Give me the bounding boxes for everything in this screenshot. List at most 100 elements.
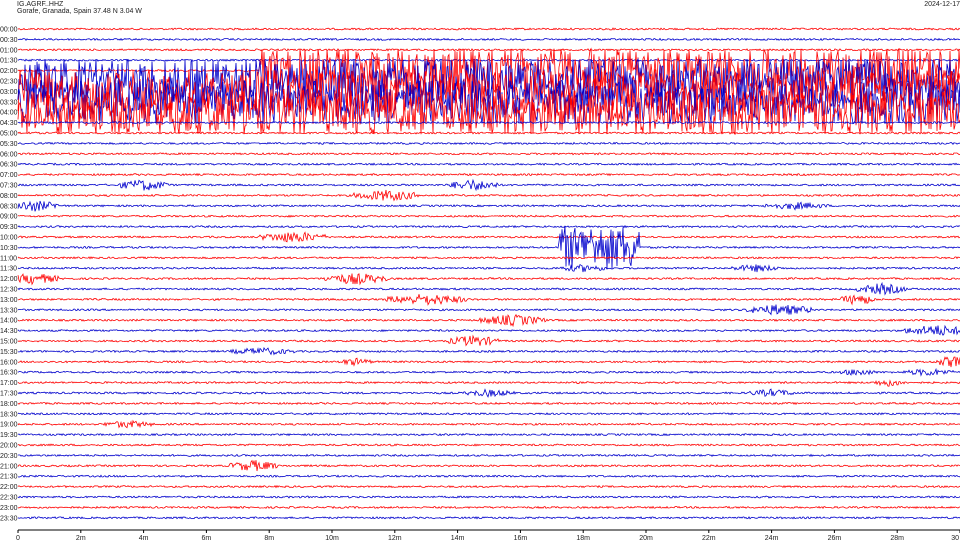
x-tick-label: 28m bbox=[890, 535, 904, 540]
trace-line-0230 bbox=[17, 58, 960, 104]
row-label: 23:30 bbox=[0, 515, 18, 522]
row-label: 20:30 bbox=[0, 453, 18, 460]
trace-line-2300 bbox=[17, 505, 960, 510]
trace-line-2330 bbox=[17, 516, 960, 520]
trace-line-0530 bbox=[17, 141, 960, 146]
x-tick-label: 12m bbox=[388, 535, 402, 540]
station-code: IG.AGRF..HHZ bbox=[17, 1, 64, 8]
row-label: 04:30 bbox=[0, 120, 18, 127]
row-label: 10:00 bbox=[0, 235, 18, 242]
x-tick-label: 30 bbox=[951, 535, 959, 540]
trace-line-0800 bbox=[17, 189, 960, 202]
record-date: 2024-12-17 bbox=[924, 1, 960, 8]
x-tick-label: 16m bbox=[514, 535, 528, 540]
row-label: 18:30 bbox=[0, 411, 18, 418]
trace-line-1100 bbox=[17, 256, 960, 260]
x-tick-group: 0 2m 4m 6m 8m 10m 12m 14m 16m 18m 20m 22m 24m 26m 28m 3… bbox=[16, 530, 960, 540]
trace-line-1130 bbox=[17, 263, 960, 273]
trace-line-1800 bbox=[17, 401, 960, 406]
row-label: 22:30 bbox=[0, 495, 18, 502]
trace-line-0830 bbox=[17, 200, 960, 212]
row-label: 09:00 bbox=[0, 214, 18, 221]
trace-line-0730 bbox=[17, 178, 960, 192]
trace-line-0100 bbox=[17, 48, 960, 52]
trace-line-1730 bbox=[17, 388, 960, 398]
trace-line-2000 bbox=[17, 443, 960, 447]
station-location: Gorafe, Granada, Spain 37.48 N 3.04 W bbox=[17, 8, 142, 15]
row-label: 11:30 bbox=[0, 266, 17, 273]
row-label: 19:30 bbox=[0, 432, 18, 439]
row-label: 23:00 bbox=[0, 505, 18, 512]
trace-line-0130 bbox=[17, 58, 960, 62]
trace-line-0000 bbox=[17, 27, 960, 31]
trace-line-1300 bbox=[17, 294, 960, 306]
row-label: 13:00 bbox=[0, 297, 18, 304]
row-label: 01:00 bbox=[0, 47, 18, 54]
row-label: 20:00 bbox=[0, 443, 18, 450]
row-label: 03:30 bbox=[0, 99, 18, 106]
trace-line-2200 bbox=[17, 484, 960, 489]
row-label: 07:30 bbox=[0, 183, 18, 190]
row-label: 16:30 bbox=[0, 370, 18, 377]
row-label: 22:00 bbox=[0, 484, 18, 491]
row-label: 06:30 bbox=[0, 162, 18, 169]
trace-line-1430 bbox=[17, 324, 960, 336]
x-tick-label: 4m bbox=[139, 535, 149, 540]
trace-line-0500 bbox=[17, 131, 960, 135]
trace-line-1700 bbox=[17, 379, 960, 387]
row-label: 00:30 bbox=[0, 37, 18, 44]
x-tick-label: 22m bbox=[702, 535, 716, 540]
row-label: 08:30 bbox=[0, 203, 18, 210]
row-label: 15:30 bbox=[0, 349, 18, 356]
row-label: 06:00 bbox=[0, 151, 18, 158]
trace-line-1400 bbox=[17, 313, 960, 328]
row-label: 02:00 bbox=[0, 68, 18, 75]
trace-line-0330 bbox=[17, 79, 960, 125]
row-label: 05:30 bbox=[0, 141, 18, 148]
trace-line-1630 bbox=[17, 367, 960, 377]
trace-line-2230 bbox=[17, 495, 960, 499]
row-label: 05:00 bbox=[0, 131, 18, 138]
trace-line-1500 bbox=[17, 334, 960, 347]
x-tick-label: 18m bbox=[576, 535, 590, 540]
trace-line-0700 bbox=[17, 172, 960, 177]
trace-line-0630 bbox=[17, 162, 960, 166]
row-label: 02:30 bbox=[0, 79, 18, 86]
row-label: 04:00 bbox=[0, 110, 18, 117]
trace-group bbox=[17, 27, 960, 520]
trace-line-0900 bbox=[17, 214, 960, 218]
row-label: 01:30 bbox=[0, 58, 18, 65]
trace-line-1230 bbox=[17, 281, 960, 296]
trace-line-1930 bbox=[17, 432, 960, 437]
trace-line-2100 bbox=[17, 459, 960, 472]
trace-line-1600 bbox=[17, 356, 960, 368]
x-tick-label: 2m bbox=[76, 535, 86, 540]
x-tick-label: 24m bbox=[765, 535, 779, 540]
trace-line-1200 bbox=[17, 273, 960, 286]
row-label: 10:30 bbox=[0, 245, 18, 252]
row-label: 13:30 bbox=[0, 307, 18, 314]
trace-line-1030 bbox=[17, 226, 960, 269]
row-label: 00:00 bbox=[0, 27, 18, 34]
row-label: 17:00 bbox=[0, 380, 18, 387]
row-label-group: 00:00 00:30 01:00 01:30 02:00 02:30 03:00 03:30… bbox=[0, 27, 18, 523]
x-tick-label: 26m bbox=[828, 535, 842, 540]
row-label: 21:30 bbox=[0, 474, 18, 481]
trace-line-0430 bbox=[17, 120, 960, 125]
row-label: 03:00 bbox=[0, 89, 18, 96]
row-label: 11:00 bbox=[0, 255, 17, 262]
trace-line-1530 bbox=[18, 347, 960, 356]
trace-line-2030 bbox=[18, 453, 960, 458]
x-tick-label: 20m bbox=[639, 535, 653, 540]
trace-line-1830 bbox=[17, 412, 960, 416]
row-label: 16:00 bbox=[0, 359, 18, 366]
trace-line-1900 bbox=[17, 419, 960, 429]
row-label: 21:00 bbox=[0, 463, 18, 470]
row-label: 17:30 bbox=[0, 391, 18, 398]
row-label: 19:00 bbox=[0, 422, 18, 429]
x-tick-label: 0 bbox=[16, 535, 20, 540]
x-tick-label: 14m bbox=[451, 535, 465, 540]
row-label: 12:00 bbox=[0, 276, 18, 283]
trace-line-1000 bbox=[17, 231, 960, 243]
